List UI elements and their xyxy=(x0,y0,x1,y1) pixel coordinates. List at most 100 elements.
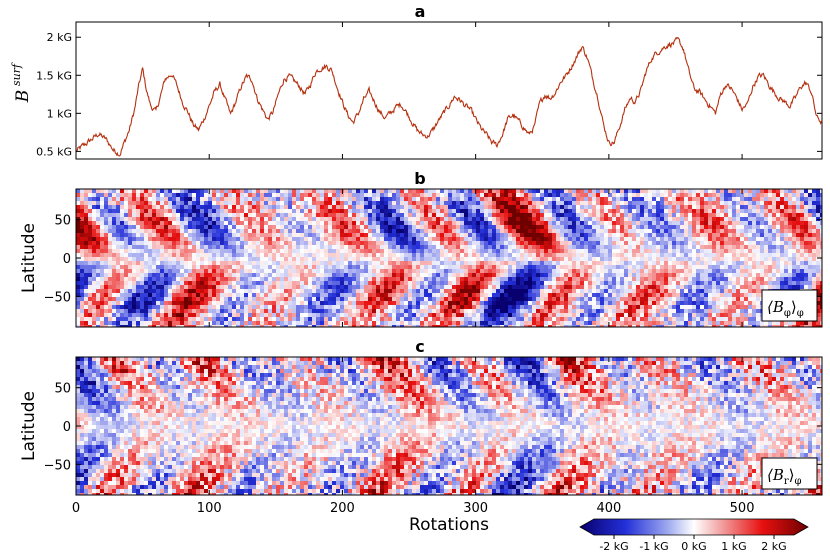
heatmap-cell xyxy=(308,197,313,202)
heatmap-cell xyxy=(692,277,697,282)
heatmap-cell xyxy=(576,193,581,198)
heatmap-cell xyxy=(704,261,709,266)
heatmap-cell xyxy=(324,189,329,194)
heatmap-cell xyxy=(276,205,281,210)
heatmap-cell xyxy=(596,201,601,206)
heatmap-cell xyxy=(236,229,241,234)
heatmap-cell xyxy=(244,197,249,202)
heatmap-cell xyxy=(376,249,381,254)
heatmap-cell xyxy=(348,209,353,214)
heatmap-cell xyxy=(596,257,601,262)
heatmap-cell xyxy=(368,189,373,194)
heatmap-cell xyxy=(444,237,449,242)
heatmap-cell xyxy=(432,277,437,282)
heatmap-cell xyxy=(384,265,389,270)
heatmap-cell xyxy=(324,237,329,242)
heatmap-cell xyxy=(144,189,149,194)
heatmap-cell xyxy=(804,209,809,214)
heatmap-cell xyxy=(748,249,753,254)
heatmap-cell xyxy=(276,265,281,270)
heatmap-cell xyxy=(284,293,289,298)
heatmap-cell xyxy=(720,245,725,250)
heatmap-cell xyxy=(148,265,153,270)
heatmap-cell xyxy=(396,249,401,254)
heatmap-cell xyxy=(128,213,133,218)
heatmap-cell xyxy=(784,257,789,262)
heatmap-cell xyxy=(372,193,377,198)
heatmap-cell xyxy=(436,293,441,298)
heatmap-cell xyxy=(556,241,561,246)
heatmap-cell xyxy=(292,213,297,218)
heatmap-cell xyxy=(532,285,537,290)
heatmap-cell xyxy=(728,225,733,230)
heatmap-cell xyxy=(324,293,329,298)
heatmap-cell xyxy=(788,269,793,274)
heatmap-cell xyxy=(568,281,573,286)
heatmap-cell xyxy=(788,273,793,278)
heatmap-cell xyxy=(504,221,509,226)
heatmap-cell xyxy=(116,269,121,274)
heatmap-cell xyxy=(228,273,233,278)
heatmap-cell xyxy=(760,225,765,230)
heatmap-cell xyxy=(732,269,737,274)
heatmap-cell xyxy=(312,229,317,234)
heatmap-cell xyxy=(500,233,505,238)
heatmap-cell xyxy=(76,277,81,282)
heatmap-cell xyxy=(424,189,429,194)
heatmap-cell xyxy=(456,261,461,266)
heatmap-cell xyxy=(316,193,321,198)
heatmap-cell xyxy=(712,205,717,210)
heatmap-cell xyxy=(448,289,453,294)
heatmap-cell xyxy=(504,273,509,278)
heatmap-cell xyxy=(580,289,585,294)
heatmap-cell xyxy=(140,289,145,294)
heatmap-cell xyxy=(304,265,309,270)
heatmap-cell xyxy=(108,249,113,254)
heatmap-cell xyxy=(720,225,725,230)
heatmap-cell xyxy=(740,269,745,274)
heatmap-cell xyxy=(96,221,101,226)
heatmap-cell xyxy=(452,209,457,214)
heatmap-cell xyxy=(680,209,685,214)
heatmap-cell xyxy=(116,273,121,278)
heatmap-cell xyxy=(464,205,469,210)
heatmap-cell xyxy=(280,257,285,262)
heatmap-cell xyxy=(812,213,817,218)
heatmap-cell xyxy=(104,281,109,286)
heatmap-cell xyxy=(344,237,349,242)
heatmap-cell xyxy=(532,221,537,226)
heatmap-cell xyxy=(700,241,705,246)
heatmap-cell xyxy=(196,229,201,234)
heatmap-cell xyxy=(772,213,777,218)
heatmap-cell xyxy=(660,237,665,242)
heatmap-cell xyxy=(708,201,713,206)
heatmap-cell xyxy=(324,245,329,250)
heatmap-cell xyxy=(124,241,129,246)
heatmap-cell xyxy=(564,241,569,246)
heatmap-cell xyxy=(636,193,641,198)
heatmap-cell xyxy=(140,193,145,198)
heatmap-cell xyxy=(368,221,373,226)
heatmap-cell xyxy=(264,197,269,202)
heatmap-cell xyxy=(680,289,685,294)
heatmap-cell xyxy=(328,193,333,198)
heatmap-cell xyxy=(348,249,353,254)
heatmap-cell xyxy=(88,213,93,218)
heatmap-cell xyxy=(324,269,329,274)
heatmap-cell xyxy=(272,221,277,226)
heatmap-cell xyxy=(600,209,605,214)
heatmap-cell xyxy=(328,229,333,234)
heatmap-cell xyxy=(804,189,809,194)
heatmap-cell xyxy=(120,249,125,254)
heatmap-cell xyxy=(792,197,797,202)
heatmap-cell xyxy=(548,225,553,230)
heatmap-cell xyxy=(160,229,165,234)
heatmap-cell xyxy=(388,197,393,202)
heatmap-cell xyxy=(796,201,801,206)
heatmap-cell xyxy=(360,261,365,266)
heatmap-cell xyxy=(140,225,145,230)
heatmap-cell xyxy=(756,241,761,246)
heatmap-cell xyxy=(704,205,709,210)
heatmap-cell xyxy=(720,237,725,242)
heatmap-cell xyxy=(516,257,521,262)
